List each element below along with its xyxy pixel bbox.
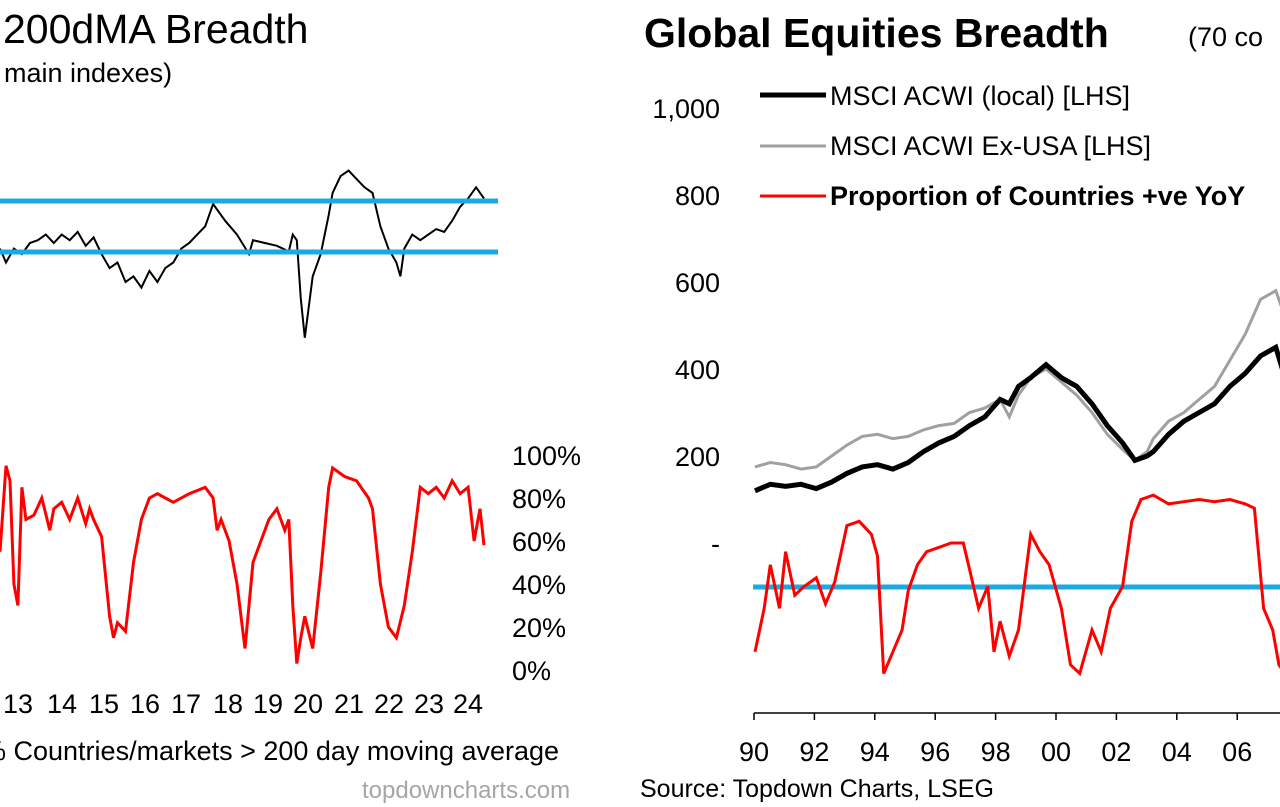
right-x-tick-label: 94 — [860, 737, 890, 767]
legend-label-acwi-local: MSCI ACWI (local) [LHS] — [830, 81, 1130, 111]
left-x-tick-label: 21 — [334, 689, 364, 719]
left-y-axis-breadth: 0% 20% 40% 60% 80% 100% — [512, 441, 581, 686]
right-chart-title: Global Equities Breadth — [644, 10, 1109, 56]
left-x-tick-label: 24 — [453, 689, 483, 719]
right-y-tick-label: 1,000 — [652, 94, 720, 124]
right-legend: MSCI ACWI (local) [LHS] MSCI ACWI Ex-USA… — [760, 81, 1245, 211]
left-x-tick-label: 14 — [47, 689, 77, 719]
left-index-line — [0, 169, 485, 338]
right-x-tick-label: 04 — [1162, 737, 1192, 767]
right-x-tick-label: 06 — [1222, 737, 1252, 767]
right-y-tick-label: 200 — [675, 442, 720, 472]
left-y-tick-label: 40% — [512, 570, 566, 600]
left-credit: topdowncharts.com — [362, 777, 571, 804]
left-x-tick-label: 15 — [89, 689, 119, 719]
right-x-tick-label: 90 — [739, 737, 769, 767]
right-x-tick-label: 00 — [1041, 737, 1071, 767]
left-x-tick-label: 19 — [253, 689, 283, 719]
right-source: Source: Topdown Charts, LSEG — [640, 775, 994, 803]
left-x-tick-label: 20 — [293, 689, 323, 719]
right-x-tick-label: 98 — [981, 737, 1011, 767]
right-plot-area — [753, 288, 1280, 677]
right-x-tick-label: 02 — [1101, 737, 1131, 767]
right-chart-title-note: (70 co — [1188, 22, 1264, 52]
left-y-tick-label: 80% — [512, 484, 566, 514]
legend-label-acwi-exusa: MSCI ACWI Ex-USA [LHS] — [830, 131, 1151, 161]
left-y-tick-label: 100% — [512, 441, 581, 471]
right-x-axis: 9092949698000204060 — [739, 713, 1252, 767]
right-y-tick-label: 600 — [675, 268, 720, 298]
right-y-tick-label: 800 — [675, 181, 720, 211]
right-x-tick-label: 92 — [799, 737, 829, 767]
right-series-line-2 — [753, 493, 1280, 677]
left-x-tick-label: 22 — [374, 689, 404, 719]
left-x-axis: 13 14 15 16 17 18 19 20 21 22 23 24 — [3, 689, 483, 719]
left-chart-title: 200dMA Breadth — [3, 6, 309, 52]
left-x-tick-label: 13 — [3, 689, 33, 719]
left-x-tick-label: 23 — [414, 689, 444, 719]
left-y-tick-label: 20% — [512, 613, 566, 643]
right-y-tick-label: 400 — [675, 355, 720, 385]
right-y-tick-label: - — [711, 529, 720, 559]
left-y-tick-label: 0% — [512, 656, 551, 686]
left-breadth-line — [0, 465, 486, 664]
left-x-tick-label: 18 — [213, 689, 243, 719]
right-y-axis-lhs: - 200 400 600 800 1,000 — [652, 94, 720, 559]
right-series-line-0 — [754, 343, 1280, 494]
right-x-tick-label: 96 — [920, 737, 950, 767]
legend-label-proportion: Proportion of Countries +ve YoY — [830, 181, 1245, 211]
left-x-tick-label: 17 — [171, 689, 201, 719]
right-series-line-1 — [754, 288, 1280, 471]
left-plot-area — [0, 169, 498, 664]
left-chart-subtitle: main indexes) — [4, 58, 173, 88]
left-y-tick-label: 60% — [512, 527, 566, 557]
left-x-axis-label: % Countries/markets > 200 day moving ave… — [0, 736, 560, 766]
left-x-tick-label: 16 — [130, 689, 160, 719]
